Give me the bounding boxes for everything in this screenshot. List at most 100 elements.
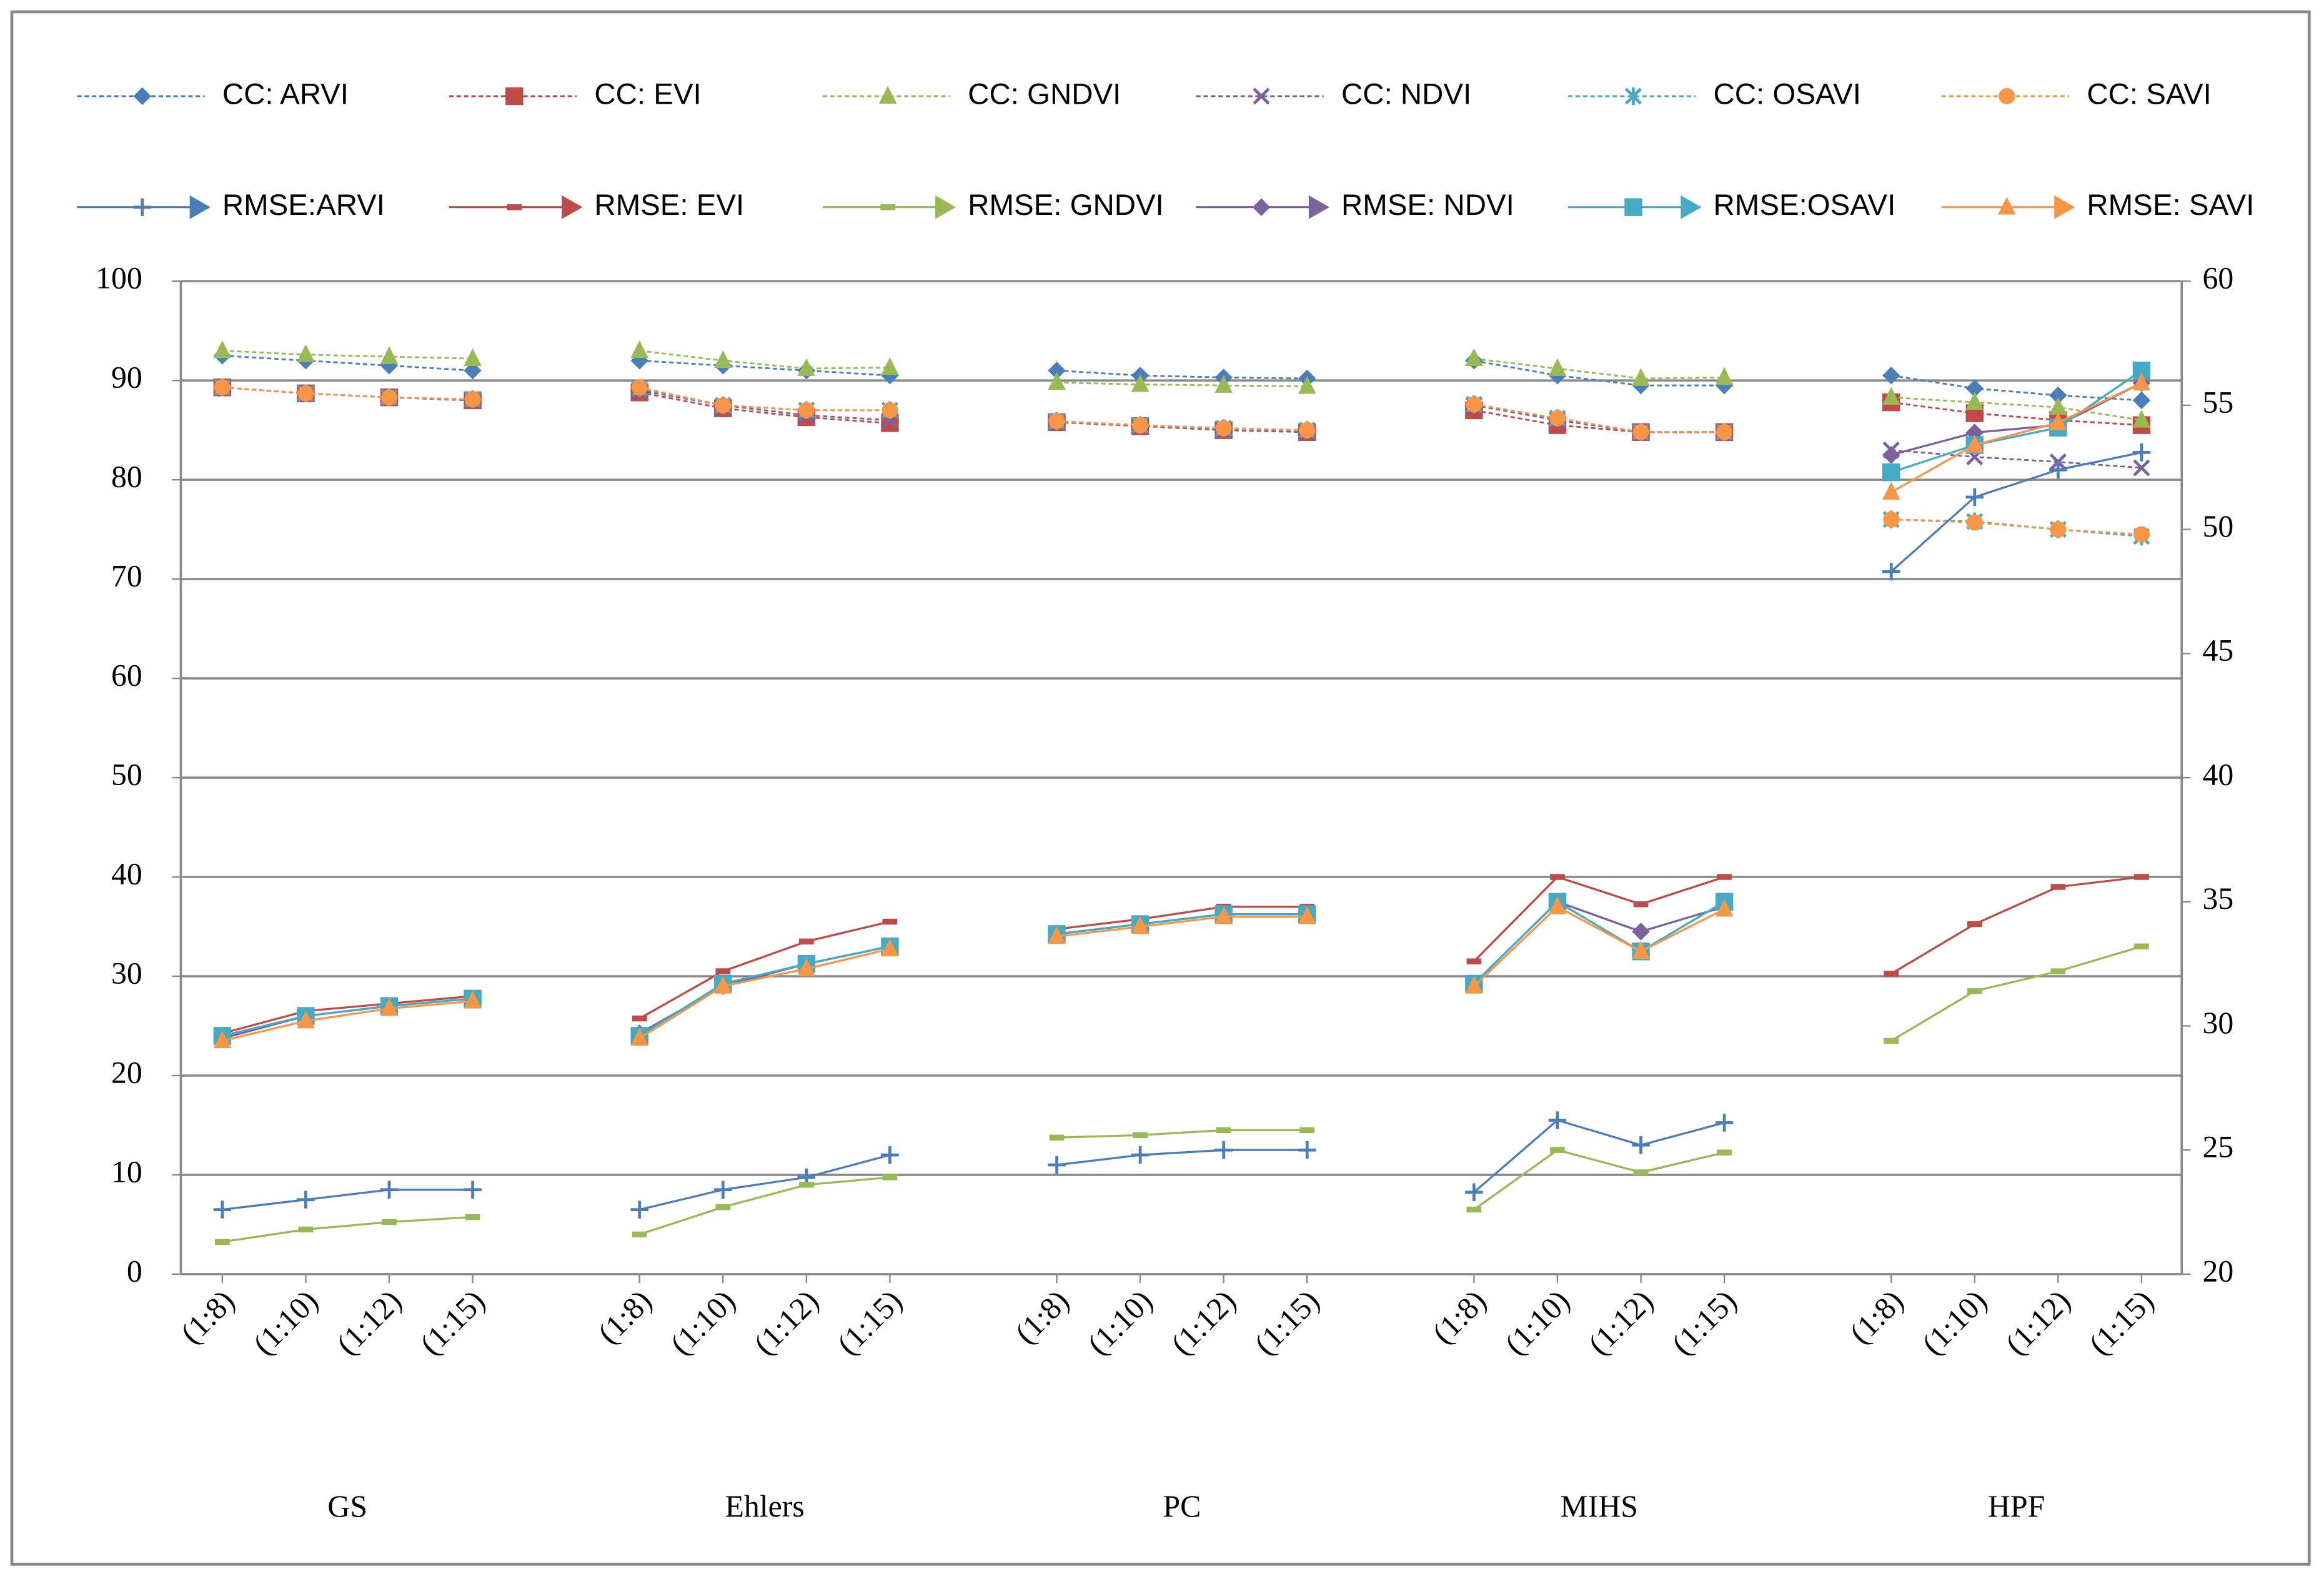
- legend-label: RMSE: GNDVI: [968, 189, 1164, 222]
- rmse-line: [1890, 945, 2142, 1042]
- marker: [1550, 1147, 1565, 1153]
- marker: [797, 358, 816, 376]
- rmse-line: [1890, 382, 2142, 493]
- marker: [507, 204, 522, 210]
- cc-line: [1056, 369, 1308, 380]
- y-tick-label: 30: [111, 956, 142, 990]
- cc-line: [639, 391, 890, 424]
- marker: [881, 1146, 899, 1164]
- legend-arrow: [1308, 195, 1330, 219]
- marker: [1298, 376, 1316, 394]
- marker: [133, 87, 151, 106]
- marker: [1466, 958, 1482, 964]
- marker: [213, 1200, 232, 1219]
- legend-arrow: [2054, 195, 2075, 219]
- legend-label: CC: EVI: [594, 78, 701, 111]
- marker: [1215, 420, 1232, 437]
- cc-line: [222, 354, 473, 372]
- y-tick-label: 60: [111, 658, 142, 693]
- legend-label: RMSE:ARVI: [222, 189, 385, 222]
- rmse-line: [638, 948, 890, 1039]
- marker: [878, 86, 897, 104]
- marker: [630, 340, 648, 359]
- y-tick-label: 10: [111, 1154, 142, 1189]
- rmse-line: [1473, 876, 1725, 963]
- marker: [1253, 87, 1270, 105]
- rmse-line: [222, 1189, 473, 1211]
- legend-label: RMSE: SAVI: [2087, 189, 2254, 222]
- marker: [1632, 423, 1649, 440]
- marker: [881, 357, 899, 375]
- marker: [1715, 899, 1734, 917]
- legend-item: RMSE: NDVI: [1196, 189, 1514, 222]
- marker: [1465, 1183, 1483, 1201]
- y-tick-label: 20: [111, 1055, 142, 1089]
- marker: [1967, 921, 1982, 928]
- marker: [297, 1010, 315, 1029]
- marker: [1715, 376, 1734, 395]
- legend-arrow: [189, 195, 211, 219]
- cc-line: [222, 386, 473, 400]
- cc-line: [1891, 401, 2142, 427]
- legend-label: CC: OSAVI: [1714, 78, 1861, 111]
- marker: [382, 1219, 397, 1225]
- marker: [464, 1181, 482, 1199]
- group-label: MIHS: [1560, 1489, 1638, 1523]
- marker: [2132, 372, 2151, 390]
- y2-tick-label: 20: [2202, 1254, 2233, 1288]
- marker: [2133, 526, 2150, 543]
- marker: [1048, 372, 1066, 390]
- marker: [1298, 1141, 1316, 1159]
- marker: [1214, 1141, 1233, 1159]
- marker: [1965, 488, 1984, 507]
- legend-label: RMSE: EVI: [594, 189, 744, 222]
- marker: [1298, 906, 1316, 924]
- marker: [1965, 392, 1984, 410]
- legend-label: RMSE:OSAVI: [1714, 189, 1896, 222]
- legend-label: CC: GNDVI: [968, 78, 1121, 111]
- rmse-line: [1056, 913, 1308, 936]
- marker: [1884, 971, 1899, 977]
- marker: [1214, 906, 1233, 924]
- y-tick-label: 100: [96, 261, 142, 295]
- marker: [1716, 423, 1733, 440]
- marker: [1624, 87, 1642, 106]
- marker: [2050, 884, 2066, 890]
- marker: [1548, 896, 1567, 914]
- marker: [630, 1027, 648, 1046]
- cc-line: [1891, 518, 2142, 538]
- marker: [715, 1204, 731, 1210]
- cc-line: [639, 350, 890, 370]
- rmse-line: [1473, 1149, 1725, 1210]
- rmse-line: [1473, 900, 1725, 985]
- marker: [714, 976, 732, 994]
- marker: [465, 1214, 480, 1220]
- legend-label: RMSE: NDVI: [1341, 189, 1514, 222]
- marker: [1132, 417, 1149, 433]
- marker: [297, 344, 315, 362]
- marker: [1882, 482, 1900, 500]
- marker: [1632, 923, 1650, 941]
- legend-item: RMSE: EVI: [449, 189, 744, 222]
- marker: [297, 1190, 315, 1209]
- cc-line: [222, 350, 473, 360]
- marker: [464, 991, 482, 1009]
- y-tick-label: 70: [111, 559, 142, 593]
- marker: [298, 1226, 314, 1233]
- marker: [1632, 368, 1650, 386]
- marker: [1252, 198, 1271, 216]
- marker: [214, 379, 231, 396]
- marker: [798, 402, 815, 418]
- marker: [133, 198, 151, 216]
- marker: [1715, 367, 1734, 385]
- marker: [1466, 396, 1482, 413]
- rmse-line: [1056, 915, 1308, 938]
- marker: [1048, 1156, 1066, 1174]
- cc-line: [639, 359, 890, 377]
- marker: [1882, 387, 1900, 405]
- legend-arrow: [935, 195, 956, 219]
- marker: [714, 350, 732, 369]
- marker: [1548, 358, 1567, 376]
- marker: [1882, 562, 1900, 581]
